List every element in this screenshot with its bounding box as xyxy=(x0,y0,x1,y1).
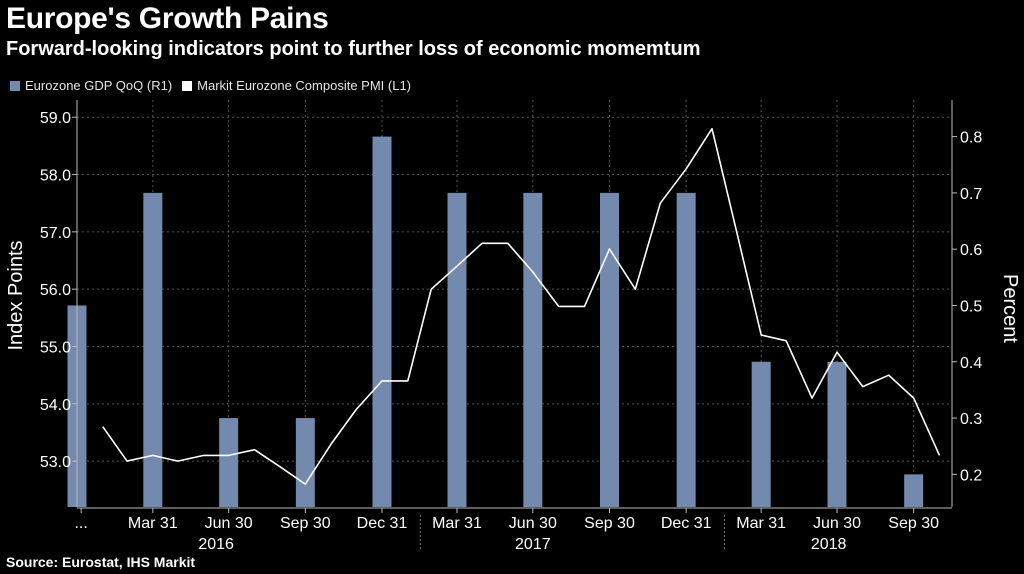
left-axis-tick-label: 59.0 xyxy=(40,110,71,127)
x-axis-year-label: 2016 xyxy=(198,536,234,553)
x-axis-tick-label: Dec 31 xyxy=(661,515,712,532)
legend-label-gdp: Eurozone GDP QoQ (R1) xyxy=(25,78,173,93)
x-axis-tick-label: Jun 30 xyxy=(205,515,253,532)
gdp-bar xyxy=(372,136,392,508)
right-axis-tick-label: 0.3 xyxy=(960,411,982,428)
x-axis-tick-label: Dec 31 xyxy=(357,515,408,532)
right-axis-label: Percent xyxy=(999,274,1021,343)
chart-subtitle: Forward-looking indicators point to furt… xyxy=(6,38,701,60)
left-axis-tick-label: 54.0 xyxy=(40,397,71,414)
gdp-bar xyxy=(600,192,619,507)
legend-label-pmi: Markit Eurozone Composite PMI (L1) xyxy=(197,78,412,93)
legend-swatch-pmi xyxy=(182,80,193,91)
pmi-line-layer xyxy=(102,127,941,485)
gdp-bars xyxy=(67,136,924,508)
legend-swatch-gdp xyxy=(10,80,20,91)
x-axis-tick-label: ... xyxy=(74,515,87,532)
gdp-bar xyxy=(827,361,847,507)
x-axis-tick-label: Sep 30 xyxy=(584,515,635,532)
right-axis-tick-label: 0.6 xyxy=(960,242,982,259)
gdp-bar xyxy=(447,192,467,507)
left-axis-tick-label: 56.0 xyxy=(40,282,71,299)
pmi-line xyxy=(102,127,941,485)
gdp-bar xyxy=(676,192,696,507)
legend: Eurozone GDP QoQ (R1) Markit Eurozone Co… xyxy=(10,78,421,93)
x-axis-tick-label: Jun 30 xyxy=(509,515,557,532)
gdp-bar xyxy=(143,192,163,507)
right-axis-tick-label: 0.8 xyxy=(960,130,982,147)
x-axis-tick-label: Mar 31 xyxy=(128,515,178,532)
grid xyxy=(77,100,952,507)
right-axis-tick-label: 0.2 xyxy=(960,467,982,484)
x-axis-tick-label: Mar 31 xyxy=(736,515,786,532)
x-axis-tick-label: Sep 30 xyxy=(888,515,939,532)
gdp-bar xyxy=(295,418,315,507)
x-axis-year-label: 2017 xyxy=(515,536,551,553)
legend-item-pmi: Markit Eurozone Composite PMI (L1) xyxy=(182,78,411,93)
source-note: Source: Eurostat, IHS Markit xyxy=(6,554,196,570)
x-axis-tick-label: Jun 30 xyxy=(813,515,861,532)
left-axis-tick-label: 55.0 xyxy=(40,339,71,356)
right-axis-tick-label: 0.5 xyxy=(960,298,982,315)
left-axis-tick-label: 53.0 xyxy=(40,454,71,471)
gdp-bar xyxy=(751,361,771,507)
x-axis-tick-label: Sep 30 xyxy=(280,515,331,532)
gdp-bar xyxy=(219,418,239,507)
x-axis-year-label: 2018 xyxy=(811,536,847,553)
right-axis-tick-label: 0.7 xyxy=(960,186,982,203)
legend-item-gdp: Eurozone GDP QoQ (R1) xyxy=(10,78,172,93)
chart-title: Europe's Growth Pains xyxy=(6,2,329,35)
gdp-bar xyxy=(904,474,924,507)
right-axis-tick-label: 0.4 xyxy=(960,355,982,372)
gdp-bar xyxy=(523,192,543,507)
x-axis-tick-label: Mar 31 xyxy=(432,515,482,532)
axes: 53.0 54.0 55.0 56.0 57.0 58.0 59.0 Index Points… xyxy=(5,100,1021,553)
left-axis-tick-label: 58.0 xyxy=(40,168,71,185)
left-axis-label: Index Points xyxy=(5,240,27,350)
left-axis-tick-label: 57.0 xyxy=(40,225,71,242)
